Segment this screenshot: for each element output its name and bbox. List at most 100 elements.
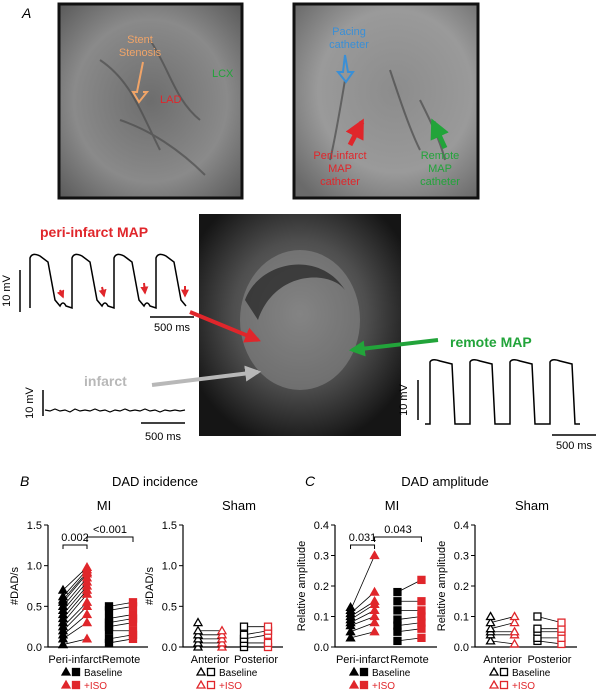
y-tick-label: 0.3 — [454, 551, 469, 563]
angiogram-left: Stent Stenosis LCX LAD — [57, 2, 244, 200]
baseline-point — [345, 632, 356, 642]
iso-point — [557, 618, 566, 627]
y-tick-label: 0.0 — [314, 642, 329, 654]
iso-point — [81, 561, 93, 571]
y-axis-label: #DAD/s — [144, 567, 156, 605]
pair-line — [490, 640, 515, 645]
legend-marker — [348, 679, 360, 689]
pacing-arrow — [335, 54, 355, 84]
legend-marker — [206, 667, 216, 677]
peri-dad-arrow-3 — [140, 282, 149, 295]
x-category-label: Anterior — [483, 654, 522, 666]
peri-dad-arrow-2 — [98, 286, 107, 298]
iso-point — [417, 633, 426, 642]
iso-point — [417, 597, 426, 606]
legend-marker — [206, 680, 216, 690]
infarct-trace — [44, 408, 186, 413]
chart-title: MI — [385, 498, 399, 513]
y-axis-label: #DAD/s — [9, 567, 21, 605]
sig-bracket-2 — [374, 536, 422, 542]
iso-point — [128, 610, 138, 619]
y-tick-label: 0.0 — [27, 642, 42, 654]
iso-point — [128, 598, 138, 607]
y-tick-label: 0.0 — [454, 642, 469, 654]
baseline-point — [57, 584, 69, 594]
x-category-label: Anterior — [191, 654, 230, 666]
pair-line — [62, 601, 88, 627]
legend-marker — [488, 666, 500, 676]
baseline-point — [57, 591, 69, 601]
chart-title: Sham — [222, 498, 256, 513]
iso-point — [81, 609, 93, 619]
baseline-point — [239, 622, 249, 631]
legend-iso: +ISO — [219, 681, 242, 692]
pair-line — [490, 616, 515, 623]
iso-point — [369, 586, 380, 596]
peri-scale-ms: 500 ms — [154, 322, 191, 334]
remote-label-2: MAP — [428, 163, 452, 175]
stent-label-2: Stenosis — [119, 47, 162, 59]
pair-line — [62, 573, 88, 603]
stent-label-1: Stent — [127, 34, 153, 46]
chart-0: MI 0.0 0.5 1.0 1.5 #DAD/s Peri-infarct Remote 0.… — [9, 498, 148, 692]
pair-line — [350, 622, 375, 633]
pair-line — [350, 631, 375, 639]
y-tick-label: 0.5 — [27, 601, 42, 613]
baseline-point — [345, 602, 356, 611]
legend-marker — [195, 666, 207, 676]
panel-label-a: A — [21, 5, 31, 21]
y-axis-label: Relative amplitude — [436, 541, 448, 632]
sig-bracket-2 — [86, 536, 134, 542]
peri-label-1: Peri-infarct — [313, 150, 366, 162]
remote-label-3: catheter — [420, 176, 460, 188]
baseline-point — [533, 624, 542, 633]
baseline-point — [104, 602, 114, 611]
y-axis-label: Relative amplitude — [296, 541, 308, 632]
x-category-label: Remote — [390, 654, 429, 666]
infarct-title: infarct — [84, 373, 127, 389]
pair-line — [490, 622, 515, 630]
iso-point — [509, 617, 520, 627]
peri-to-mri-arrow — [189, 310, 261, 343]
pair-line — [62, 606, 88, 632]
iso-point — [81, 633, 93, 643]
peri-map-arrow — [345, 118, 365, 147]
iso-point — [128, 626, 138, 635]
x-category-label: Remote — [102, 654, 141, 666]
baseline-point — [393, 606, 402, 615]
iso-point — [216, 625, 228, 635]
y-tick-label: 1.0 — [27, 561, 42, 573]
iso-point — [417, 606, 426, 615]
legend-baseline: Baseline — [372, 668, 411, 679]
stent-arrow — [131, 61, 150, 104]
legend-iso: +ISO — [512, 681, 535, 692]
baseline-point — [393, 587, 402, 597]
remote-scale-mv: 10 mV — [398, 383, 410, 415]
chart-title: Sham — [515, 498, 549, 513]
remote-scale-ms: 500 ms — [556, 440, 593, 452]
sig-bracket-1 — [62, 544, 88, 549]
pair-line — [350, 555, 375, 611]
baseline-point — [393, 636, 402, 646]
peri-dad-arrow-1 — [56, 289, 65, 299]
peri-scale-mv: 10 mV — [1, 274, 13, 306]
iso-point — [369, 605, 380, 615]
y-tick-label: 0.1 — [454, 612, 469, 624]
baseline-point — [533, 612, 542, 621]
remote-map-arrow — [430, 118, 449, 150]
y-tick-label: 0.4 — [314, 520, 329, 532]
panel-c-title: DAD amplitude — [401, 474, 488, 489]
remote-title: remote MAP — [450, 334, 532, 350]
legend-marker — [71, 667, 81, 677]
infarct-scale-ms: 500 ms — [145, 431, 182, 443]
iso-point — [81, 596, 93, 606]
baseline-point — [485, 623, 496, 633]
legend-marker — [499, 667, 509, 677]
iso-point — [369, 626, 380, 636]
legend-baseline: Baseline — [84, 668, 123, 679]
remote-trace — [425, 358, 580, 425]
iso-point — [369, 550, 380, 560]
x-category-label: Peri-infarct — [48, 654, 101, 666]
